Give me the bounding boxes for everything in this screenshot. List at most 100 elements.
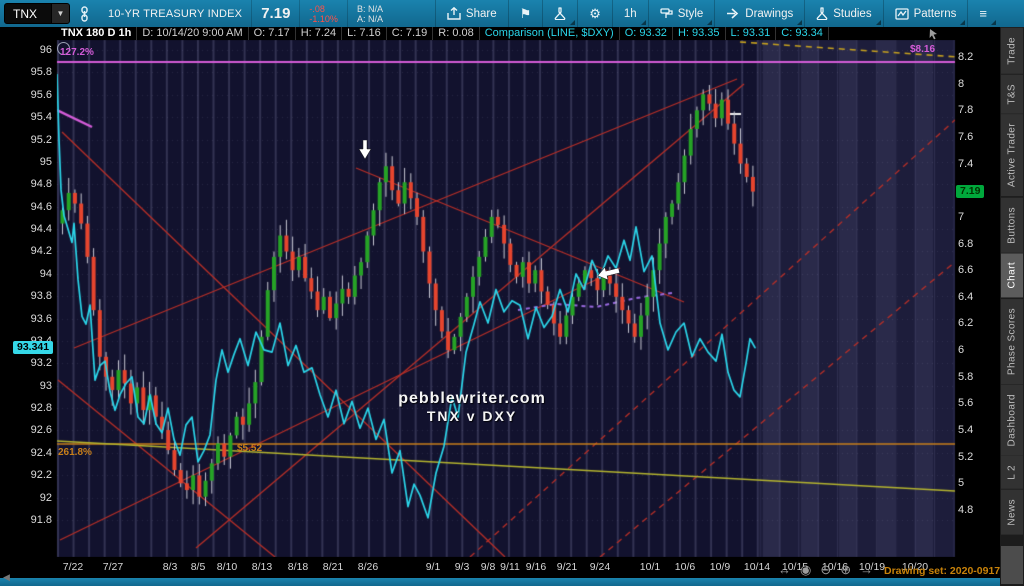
sidebar-tab-dashboard[interactable]: Dashboard — [1001, 384, 1023, 456]
alerts-button[interactable]: ⚑ — [507, 0, 543, 27]
right-axis-tick: 8.2 — [958, 51, 974, 63]
bar-low: L: 7.16 — [342, 27, 387, 40]
fib-extension-lower-label: 261.8% — [58, 447, 92, 458]
zoom-out-icon[interactable]: ⊖ — [820, 562, 832, 577]
date-axis-tick: 7/27 — [102, 561, 124, 573]
left-axis-tick: 92.6 — [30, 424, 52, 437]
drawings-button[interactable]: Drawings — [714, 0, 804, 27]
bar-range: R: 0.08 — [433, 27, 480, 40]
flag-icon: ⚑ — [519, 5, 532, 21]
date-axis-tick: 9/8 — [480, 561, 496, 573]
fit-width-icon[interactable]: ↔ — [778, 562, 791, 577]
anchor-point-icon[interactable] — [57, 42, 70, 55]
right-axis-tick: 5.2 — [958, 450, 974, 463]
zoom-in-icon[interactable]: ⊕ — [840, 562, 852, 577]
style-button[interactable]: Style — [647, 0, 715, 27]
left-axis-tick: 94.8 — [30, 178, 52, 191]
left-axis-tick: 94.2 — [30, 245, 52, 258]
comparison-label: Comparison (LINE, $DXY) — [480, 27, 620, 40]
symbol-link-icon[interactable] — [70, 0, 99, 27]
pointer-tool-icon[interactable] — [928, 28, 940, 44]
date-axis-tick: 10/9 — [709, 561, 731, 573]
chart-toolbar: TNX ▼ 10-YR TREASURY INDEX 7.19 -.08 -1.… — [0, 0, 1024, 27]
left-arrow-annotation[interactable] — [596, 264, 622, 288]
patterns-button[interactable]: Patterns — [882, 0, 968, 27]
watermark-subject: TNX v DXY — [426, 408, 518, 424]
right-axis-tick: 6.8 — [958, 237, 974, 250]
share-button[interactable]: Share — [434, 0, 508, 27]
left-axis-tick: 96 — [39, 44, 52, 56]
left-axis-tick: 92.4 — [30, 446, 52, 459]
sidebar-tab-l-2[interactable]: L 2 — [1001, 456, 1023, 490]
onDemand-button[interactable] — [542, 0, 577, 27]
date-axis-tick: 10/19 — [858, 561, 886, 573]
down-arrow-annotation[interactable] — [358, 139, 372, 165]
comparison-low: L: 93.31 — [726, 27, 777, 40]
sidebar-resize-grip[interactable] — [1001, 546, 1023, 584]
left-axis-tick: 92.8 — [30, 402, 52, 415]
sidebar-tab-active-trader[interactable]: Active Trader — [1001, 114, 1023, 197]
gadget-sidebar: Trade T&S Active Trader Buttons Chart Phase S… — [1000, 27, 1024, 586]
toolbar-menu-button[interactable]: ≡ — [967, 0, 998, 27]
chart-title: TNX 180 D 1h — [56, 27, 138, 40]
symbol-combo[interactable]: TNX ▼ — [4, 3, 70, 24]
auto-scale-icon[interactable]: ◉ — [800, 562, 812, 577]
sidebar-tab-trade[interactable]: Trade — [1001, 28, 1023, 74]
date-axis-tick: 10/1 — [639, 561, 661, 573]
sidebar-tab-phase-scores[interactable]: Phase Scores — [1001, 298, 1023, 384]
comparison-high: H: 93.35 — [673, 27, 726, 40]
left-axis-tick: 92.2 — [30, 469, 52, 482]
watermark: pebblewriter.com TNX v DXY — [352, 390, 592, 424]
ask-value: A: N/A — [356, 13, 383, 24]
gear-icon: ⚙ — [589, 5, 601, 21]
date-axis-tick: 8/21 — [322, 561, 344, 573]
chart-nav-controls: ↔ ◉ ⊖ ⊕ → — [778, 562, 873, 578]
left-axis-tick: 95.4 — [30, 111, 52, 124]
pan-right-icon[interactable]: → — [860, 562, 874, 577]
dxy-price-bubble: 93.341 — [13, 340, 54, 354]
sidebar-tab-news[interactable]: News — [1001, 490, 1023, 535]
left-axis-tick: 93.8 — [30, 290, 52, 303]
sidebar-tab-buttons[interactable]: Buttons — [1001, 197, 1023, 253]
timeframe-button[interactable]: 1h — [611, 0, 648, 27]
bid-value: B: N/A — [356, 3, 383, 14]
left-axis-tick: 91.8 — [30, 514, 52, 526]
date-axis-tick: 10/15 — [781, 561, 809, 573]
left-axis-tick: 95.2 — [30, 133, 52, 146]
left-price-axis[interactable]: 96 95.8 95.6 95.4 95.2 95 94.8 94.6 94.4 94.2 94 93… — [0, 40, 55, 557]
sidebar-tab-chart[interactable]: Chart — [1001, 253, 1023, 298]
right-axis-tick: 5 — [958, 477, 965, 490]
date-axis-tick: 8/3 — [162, 561, 178, 573]
date-axis-tick: 9/21 — [556, 561, 578, 573]
date-axis-tick: 7/22 — [62, 561, 84, 573]
menu-icon: ≡ — [979, 6, 987, 21]
fib-extension-upper-label: 127.2% — [60, 47, 94, 58]
sidebar-tab-t-s[interactable]: T&S — [1001, 74, 1023, 114]
last-price: 7.19 — [252, 0, 301, 27]
date-axis-tick: 9/24 — [589, 561, 611, 573]
bar-close: C: 7.19 — [387, 27, 434, 40]
drawing-set-selector[interactable]: Drawing set: 2020-0917◢ — [884, 565, 1009, 577]
right-axis-tick: 5.6 — [958, 397, 974, 410]
scroll-left-grip[interactable]: ◀ — [3, 572, 10, 582]
right-price-axis[interactable]: 8.287.87.67.47.276.86.66.46.265.85.65.45… — [956, 40, 1000, 557]
settings-button[interactable]: ⚙ — [577, 0, 612, 27]
date-axis-tick: 9/3 — [454, 561, 470, 573]
price-change-percent: -1.10% — [309, 13, 338, 24]
right-axis-tick: 5.8 — [958, 370, 974, 383]
flask-icon — [554, 7, 566, 20]
beaker-icon — [816, 7, 828, 20]
symbol-dropdown-button[interactable]: ▼ — [51, 4, 69, 23]
left-axis-tick: 93.2 — [30, 357, 52, 370]
date-axis-tick: 8/26 — [357, 561, 379, 573]
left-axis-tick: 92 — [39, 491, 52, 504]
time-axis[interactable]: 7/22 7/27 8/3 8/5 8/10 8/13 8/18 8/21 8/26 9/1 9/3… — [0, 557, 1000, 578]
right-axis-tick: 7.8 — [958, 104, 974, 117]
chart-status-bar: TNX 180 D 1h D: 10/14/20 9:00 AM O: 7.17… — [0, 27, 1000, 40]
studies-button[interactable]: Studies — [804, 0, 882, 27]
right-axis-tick: 6.2 — [958, 317, 974, 330]
fib-lower-price-label: $5.52 — [237, 443, 263, 454]
symbol-input[interactable]: TNX — [13, 6, 37, 21]
right-axis-tick: 6 — [958, 344, 965, 357]
